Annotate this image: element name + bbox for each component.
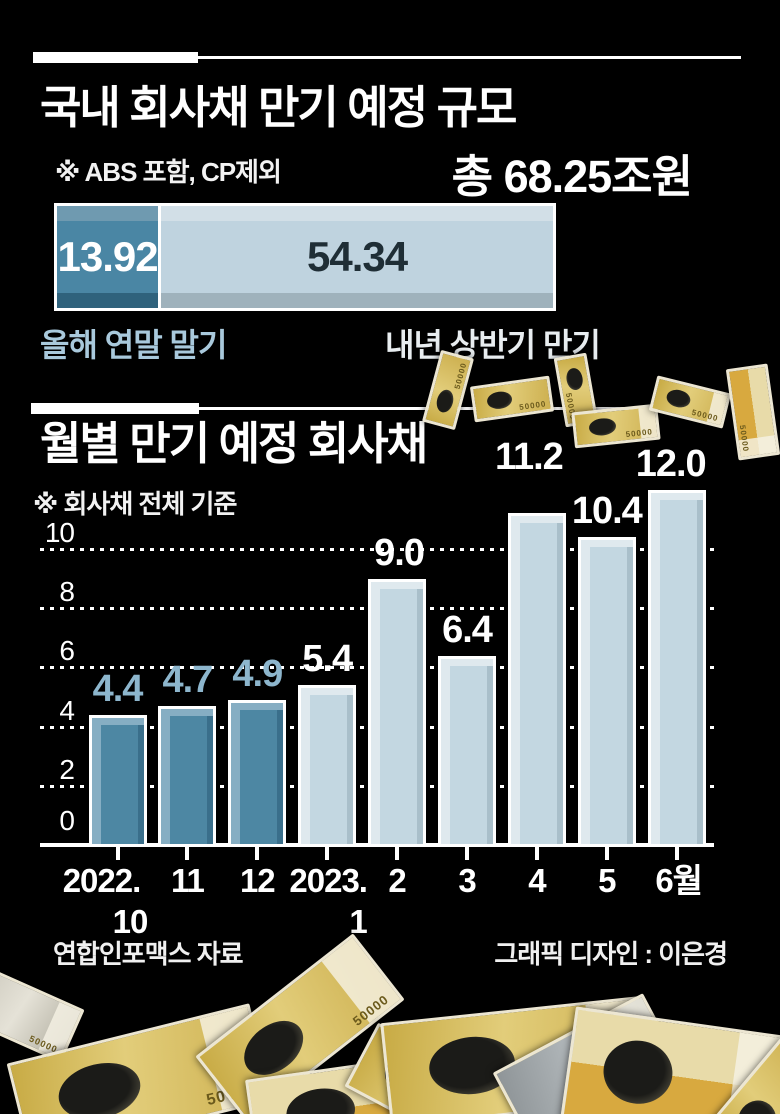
segment-value: 54.34 <box>307 233 408 280</box>
stacked-bar: 13.92 54.34 <box>54 203 556 311</box>
banknote: 50000 <box>648 375 732 429</box>
chart-bar-6월 <box>647 489 706 847</box>
bar-value-label-5: 10.4 <box>571 490 643 533</box>
x-axis-tick <box>185 847 190 860</box>
banknote-portrait-blob <box>433 387 456 415</box>
stacked-segment-next-year: 54.34 <box>161 206 553 308</box>
x-tick-label-2: 2 <box>388 862 406 899</box>
chart-bar-12 <box>228 699 287 847</box>
segment-value: 13.92 <box>57 233 159 280</box>
bar-value-label-2: 9.0 <box>374 531 425 574</box>
chart-bar-5 <box>577 537 636 847</box>
section1-note: ※ ABS 포함, CP제외 <box>55 157 282 187</box>
chart-bar-2022.10 <box>88 714 147 847</box>
banknote-denomination: 50000 <box>518 399 547 412</box>
banknote-portrait-blob <box>588 417 617 438</box>
x-axis-tick <box>115 847 120 860</box>
x-tick-label-3: 3 <box>458 862 476 899</box>
banknote-portrait-blob <box>485 390 514 411</box>
x-axis-tick <box>674 847 679 860</box>
chart-bar-3 <box>438 655 496 847</box>
gridline-10 <box>40 548 714 551</box>
x-axis-tick <box>534 847 539 860</box>
bar-value-label-6월: 12.0 <box>635 442 707 485</box>
banknote-denomination: 50000 <box>452 361 469 391</box>
x-axis-tick <box>255 847 260 860</box>
banknote: 50000 <box>571 403 661 449</box>
bar-value-label-4: 11.2 <box>494 436 564 479</box>
bar-value-label-11: 4.7 <box>162 658 213 701</box>
source-credit: 연합인포맥스 자료 <box>53 939 244 969</box>
bar-value-label-12: 4.9 <box>232 652 283 695</box>
y-tick-label-0: 0 <box>59 805 75 836</box>
designer-credit: 그래픽 디자인 : 이은경 <box>494 939 728 969</box>
chart-bar-4 <box>507 513 566 847</box>
banknote: 50000 <box>469 375 555 423</box>
bar-value-label-2022.10: 4.4 <box>92 667 144 710</box>
section2-note: ※ 회사채 전체 기준 <box>33 489 237 519</box>
x-tick-label-12: 12 <box>239 862 276 899</box>
y-tick-label-10: 10 <box>44 517 75 548</box>
banknote-portrait-blob <box>564 367 584 392</box>
x-axis-tick <box>604 847 609 860</box>
x-tick-label-2022.10: 2022. <box>62 862 142 899</box>
section1-title: 국내 회사채 만기 예정 규모 <box>40 82 517 133</box>
banknote-portrait-blob <box>664 387 693 411</box>
x-tick-label-6월: 6월 <box>655 862 703 899</box>
y-tick-label-2: 2 <box>59 753 75 785</box>
section1-divider-thin <box>198 56 741 59</box>
chart-bar-2 <box>368 578 427 847</box>
y-tick-label-8: 8 <box>59 576 75 608</box>
bar-value-label-3: 6.4 <box>442 608 493 651</box>
total-amount-label: 총 68.25조원 <box>451 151 693 202</box>
x-tick-label-5: 5 <box>598 862 616 899</box>
x-tick-label-4: 4 <box>528 862 546 899</box>
section1-divider-thick <box>33 52 198 63</box>
y-tick-label-4: 4 <box>59 694 75 726</box>
x-tick-label2-2023.1: 1 <box>349 903 367 940</box>
banknote-portrait-blob <box>282 1084 359 1114</box>
banknote-portrait-blob <box>52 1054 147 1114</box>
chart-bar-11 <box>158 705 217 847</box>
stacked-segment-this-year: 13.92 <box>57 206 162 308</box>
x-axis-tick <box>325 847 330 860</box>
x-axis-tick <box>395 847 400 860</box>
banknote-portrait-blob <box>730 1092 780 1114</box>
x-tick-label2-2022.10: 10 <box>112 903 149 940</box>
chart-bar-2023.1 <box>298 685 357 847</box>
segment1-label: 올해 연말 말기 <box>40 327 227 363</box>
x-tick-label-11: 11 <box>170 862 205 899</box>
section2-divider-thick <box>31 403 199 414</box>
banknote-portrait-blob <box>599 1035 677 1109</box>
x-axis-tick <box>465 847 469 860</box>
section2-title: 월별 만기 예정 회사채 <box>40 418 428 469</box>
x-tick-label-2023.1: 2023. <box>289 862 368 899</box>
y-tick-label-6: 6 <box>59 635 75 667</box>
bar-value-label-2023.1: 5.4 <box>302 638 353 681</box>
